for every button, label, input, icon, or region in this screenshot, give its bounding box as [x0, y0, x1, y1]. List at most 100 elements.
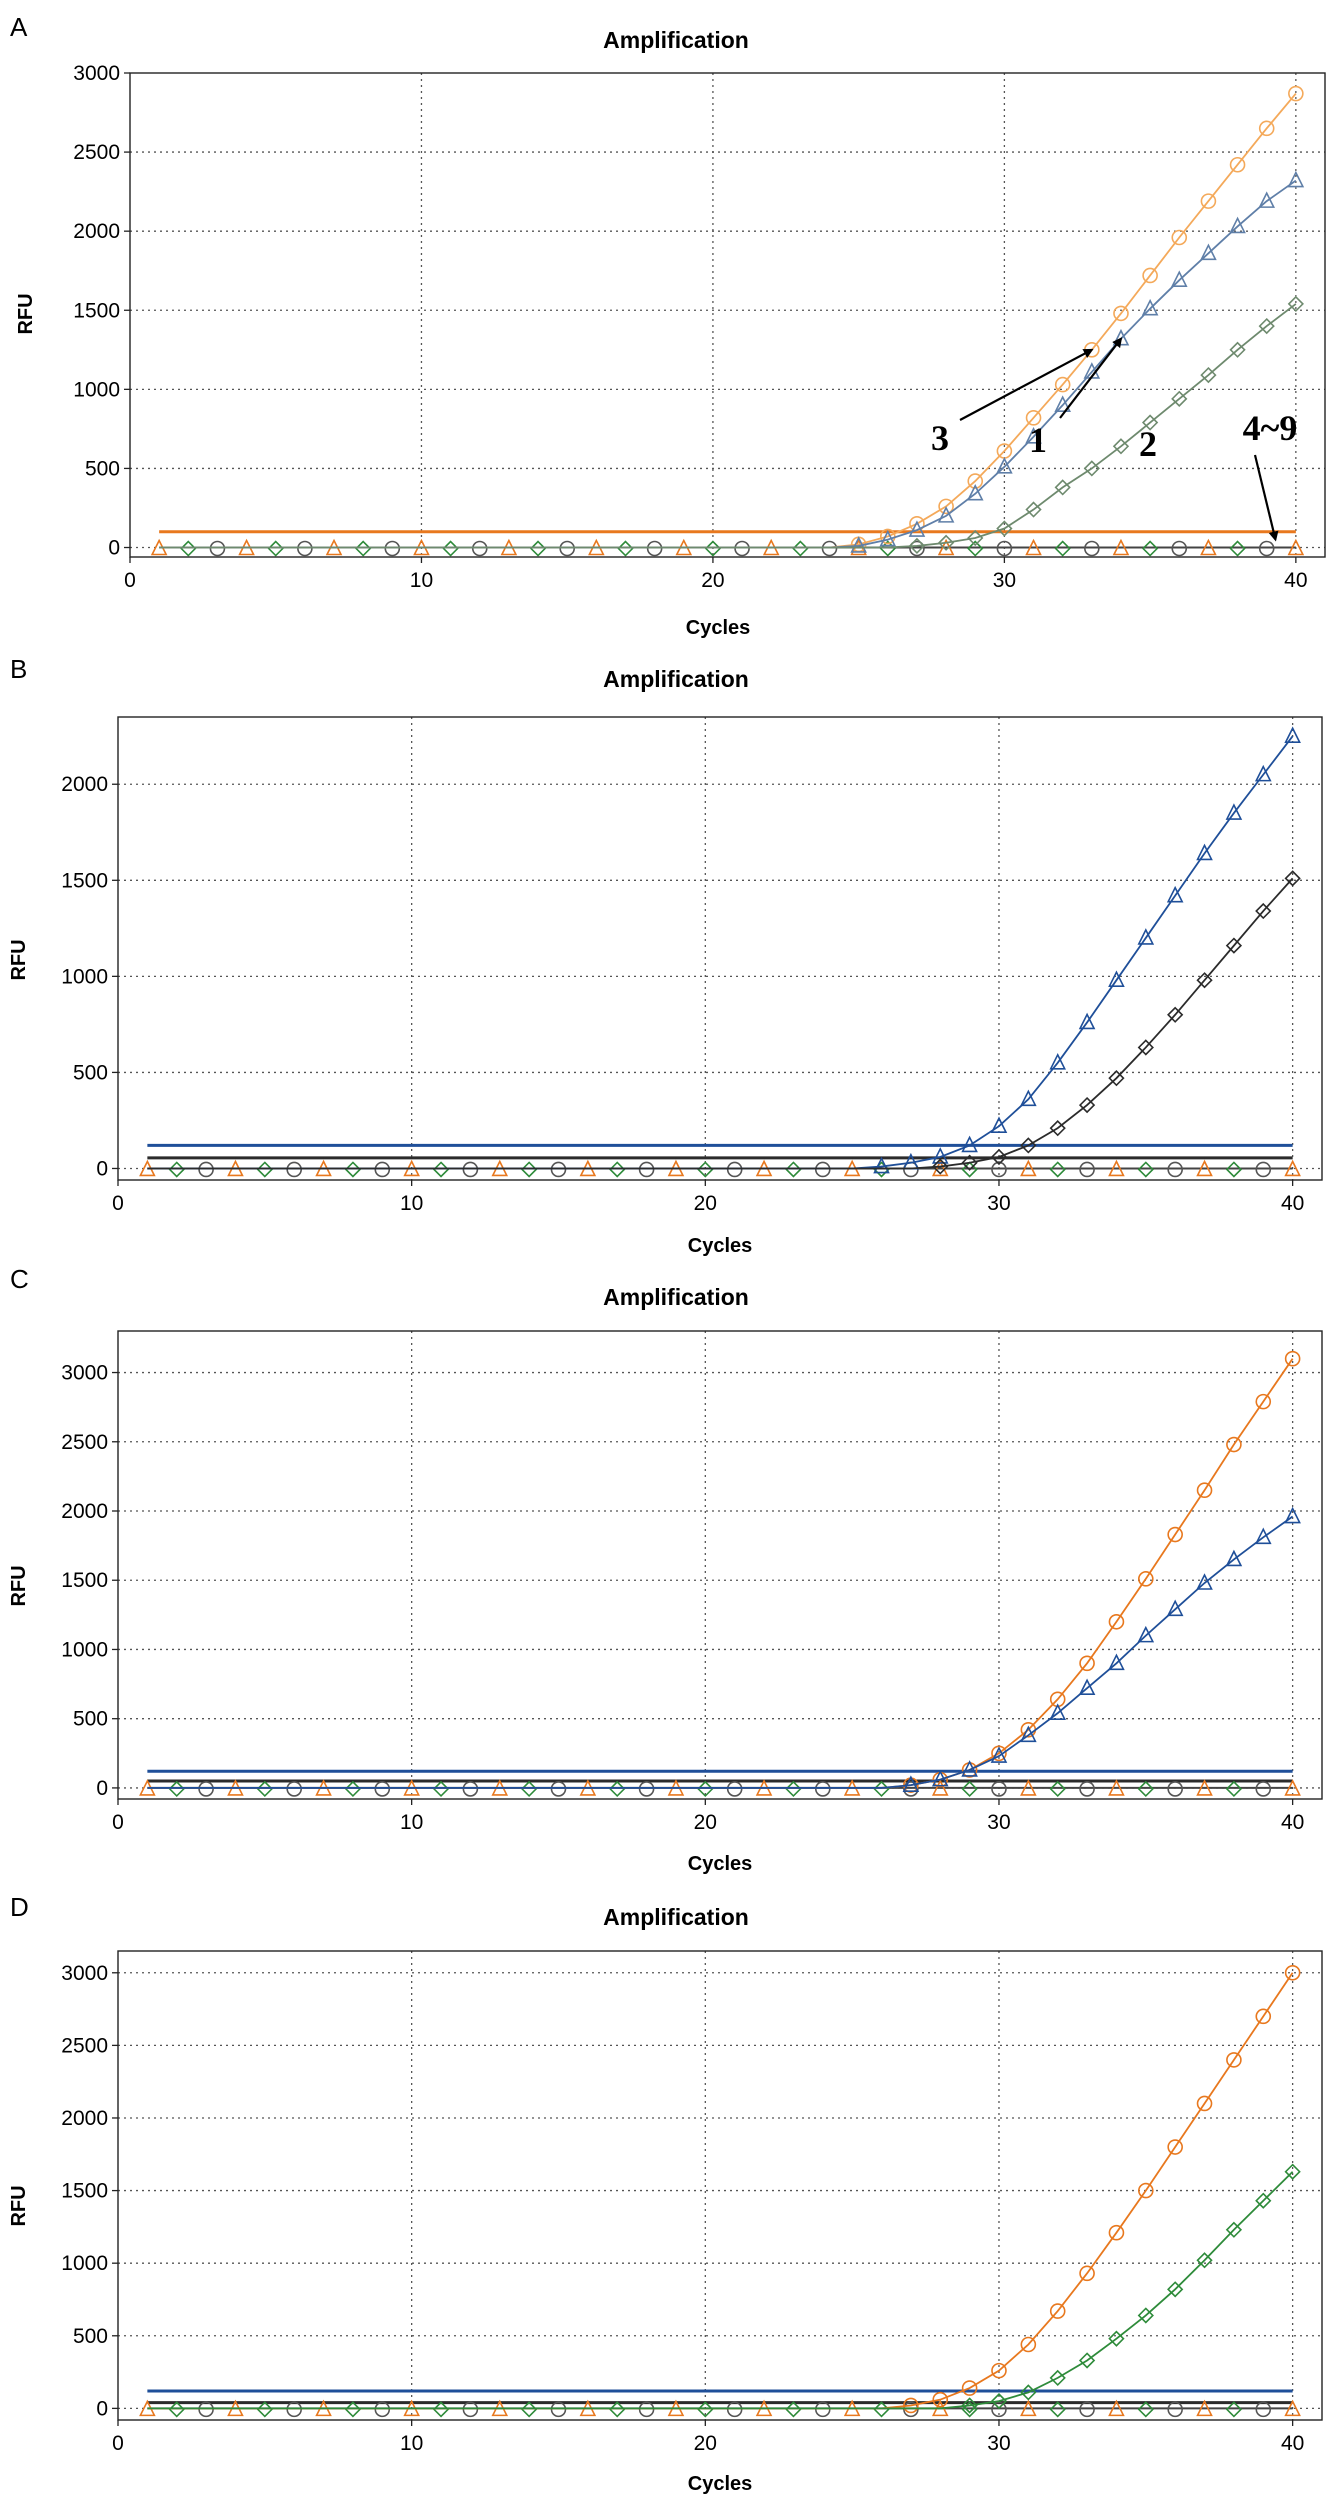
y-tick-label-a-5: 2500 [73, 141, 120, 164]
baseline-marker-c-40 [1284, 1779, 1301, 1796]
annotation-arrow-a-3 [1253, 454, 1279, 542]
series-point-d-1-7 [1167, 2281, 1184, 2298]
chart-title-a: Amplification [603, 27, 749, 53]
x-tick-label-c-1: 10 [400, 1811, 423, 1834]
series-point-d-1-6 [1137, 2307, 1154, 2324]
x-tick-label-b-1: 10 [400, 1192, 423, 1215]
x-axis-label-c: Cycles [688, 1853, 753, 1875]
x-tick-label-a-4: 40 [1284, 569, 1307, 592]
baseline-marker-c-39 [1255, 1781, 1272, 1797]
baseline-marker-d-35 [1137, 2401, 1154, 2418]
baseline-marker-c-2 [168, 1780, 185, 1798]
x-tick-label-d-3: 30 [987, 2432, 1010, 2455]
baseline-marker-b-32 [1049, 1161, 1066, 1178]
baseline-marker-d-15 [550, 2401, 567, 2418]
baseline-marker-d-36 [1167, 2401, 1183, 2418]
baseline-marker-c-37 [1196, 1779, 1213, 1796]
chart-svg-d: D Amplification 0 10 20 30 40 0 500 1000 1500 200… [8, 1892, 1323, 2495]
baseline-marker-b-23 [785, 1161, 802, 1178]
series-point-a-1-6 [1025, 427, 1042, 444]
baseline-marker-b-35 [1137, 1161, 1154, 1178]
baseline-marker-b-17 [609, 1161, 626, 1178]
baseline-marker-d-33 [1079, 2401, 1095, 2418]
x-tick-label-d-0: 0 [112, 2432, 124, 2455]
series-point-d-0-1 [932, 2391, 949, 2408]
series-point-d-1-1 [990, 2392, 1008, 2410]
x-axis-label-b: Cycles [688, 1235, 753, 1257]
x-tick-label-c-0: 0 [112, 1811, 124, 1834]
y-axis-label-c: RFU [8, 1565, 30, 1606]
baseline-marker-b-15 [550, 1161, 567, 1178]
plot-frame-b [117, 716, 1323, 1181]
x-tick-label-a-3: 30 [993, 569, 1016, 592]
series-point-a-1-7 [1054, 395, 1071, 412]
baseline-marker-b-9 [374, 1161, 391, 1178]
series-point-b-1-2 [990, 1148, 1008, 1166]
x-tick-label-c-4: 40 [1281, 1811, 1304, 1834]
baseline-marker-c-36 [1167, 1781, 1183, 1797]
series-point-a-0-4 [967, 473, 984, 489]
annotation-label-a-2: 2 [1139, 424, 1157, 464]
baseline-marker-b-2 [168, 1161, 185, 1178]
series-line-d-1 [147, 2171, 1294, 2410]
baseline-marker-c-5 [256, 1780, 273, 1798]
series-point-a-1-1 [879, 529, 897, 547]
series-point-a-0-9 [1113, 305, 1129, 322]
series-line-b-0 [147, 735, 1294, 1170]
y-tick-label-c-2: 1000 [61, 1638, 108, 1661]
plot-frame-c [117, 1330, 1323, 1800]
series-point-c-0-12 [1255, 1393, 1272, 1410]
series-point-c-1-2 [961, 1760, 978, 1777]
series-point-d-1-9 [1225, 2221, 1243, 2238]
panel-letter-a: A [10, 12, 28, 42]
baseline-marker-b-18 [638, 1161, 655, 1178]
baseline-marker-c-27 [903, 1781, 919, 1797]
x-tick-label-c-2: 20 [694, 1811, 717, 1834]
annotation-label-a-1: 1 [1029, 420, 1047, 460]
baseline-marker-c-35 [1137, 1780, 1154, 1798]
series-point-b-0-7 [1078, 1012, 1096, 1030]
chart-title-d: Amplification [603, 1904, 749, 1930]
annotation-label-a-3: 4~9 [1243, 408, 1298, 448]
baseline-marker-d-17 [609, 2401, 626, 2418]
series-point-d-0-13 [1284, 1964, 1301, 1981]
baseline-marker-c-9 [374, 1781, 391, 1797]
series-point-c-1-6 [1078, 1678, 1096, 1696]
x-axis-label-a: Cycles [686, 617, 751, 639]
series-point-a-1-13 [1229, 216, 1246, 234]
x-tick-label-b-3: 30 [987, 1192, 1010, 1215]
series-point-a-1-15 [1287, 170, 1305, 188]
series-point-d-0-0 [903, 2397, 919, 2414]
series-point-a-0-3 [938, 498, 954, 515]
series-line-b-1 [147, 877, 1294, 1170]
series-point-a-2-10 [1200, 366, 1217, 384]
y-tick-label-d-1: 500 [73, 2325, 108, 2348]
baseline-marker-d-23 [785, 2401, 802, 2418]
baseline-marker-b-31 [1020, 1159, 1037, 1177]
baseline-marker-a-36 [1171, 540, 1188, 557]
baseline-marker-a-5 [267, 540, 284, 557]
y-tick-label-a-3: 1500 [73, 299, 120, 322]
baseline-marker-a-21 [734, 540, 750, 557]
baseline-marker-c-3 [198, 1781, 214, 1797]
baseline-marker-c-34 [1108, 1779, 1125, 1796]
series-line-a-0 [159, 92, 1297, 549]
baseline-marker-a-28 [937, 538, 955, 556]
series-point-c-0-11 [1226, 1436, 1242, 1453]
baseline-marker-c-15 [550, 1781, 567, 1797]
annotation-arrow-a-1 [1059, 337, 1123, 419]
series-point-a-2-9 [1171, 390, 1188, 407]
baseline-marker-b-38 [1225, 1161, 1243, 1178]
series-point-a-1-0 [850, 536, 867, 553]
series-point-a-2-13 [1287, 295, 1304, 313]
x-tick-label-d-2: 20 [694, 2432, 717, 2455]
series-point-a-0-11 [1171, 229, 1188, 246]
baseline-marker-b-29 [961, 1161, 978, 1178]
series-point-b-0-12 [1225, 803, 1243, 820]
y-axis-label-b: RFU [8, 939, 30, 980]
baseline-marker-a-12 [471, 540, 488, 557]
baseline-marker-d-37 [1196, 2399, 1213, 2417]
baseline-marker-c-6 [286, 1781, 302, 1797]
y-tick-label-a-2: 1000 [73, 378, 120, 401]
series-point-b-1-12 [1284, 870, 1301, 887]
